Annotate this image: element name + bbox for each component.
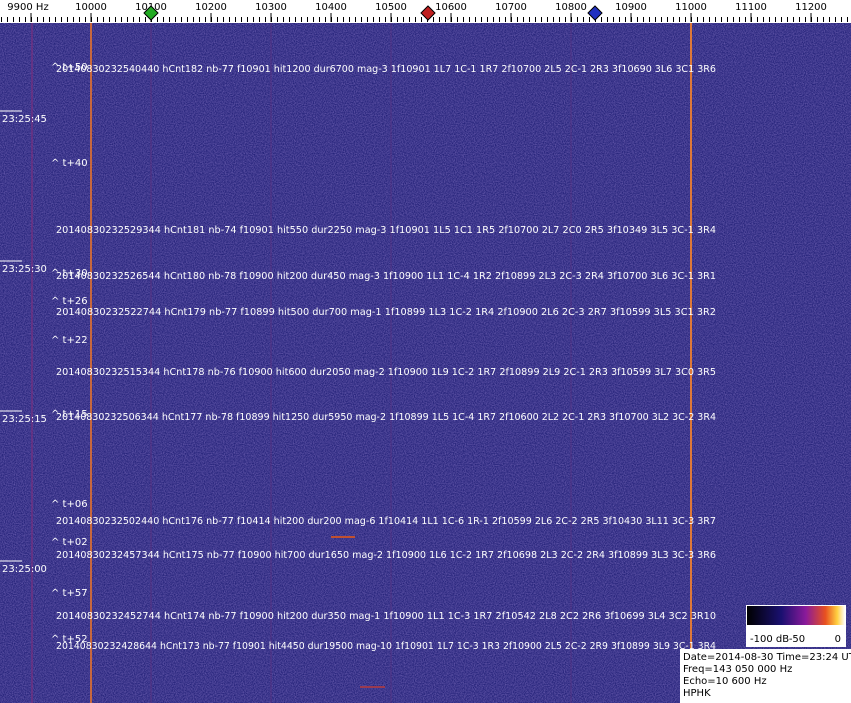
colorbar: -100 dB -50 0 xyxy=(746,605,846,647)
event-line: 20140830232428644 hCnt173 nb-77 f10901 h… xyxy=(56,641,716,652)
tick-label: 10400 xyxy=(315,2,347,13)
tick-label: 10600 xyxy=(435,2,467,13)
event-line: 20140830232515344 hCnt178 nb-76 f10900 h… xyxy=(56,367,716,378)
tick-label: 11200 xyxy=(795,2,827,13)
tick-label: 10000 xyxy=(75,2,107,13)
info-line: Date=2014-08-30 Time=23:24 UTC xyxy=(683,652,851,663)
info-line: HPHK xyxy=(683,688,711,699)
offset-label: ^ t+57 xyxy=(51,588,88,599)
annotations: 23:25:45 23:25:30 23:25:15 23:25:00 ^ t+50 ^ … xyxy=(0,62,716,652)
tick-label: 10800 xyxy=(555,2,587,13)
tick-label: 11000 xyxy=(675,2,707,13)
time-label: 23:25:30 xyxy=(2,264,47,275)
waterfall-noise xyxy=(0,23,851,703)
offset-label: ^ t+06 xyxy=(51,499,88,510)
colorbar-label: -50 xyxy=(789,634,805,645)
offset-label: ^ t+30 xyxy=(51,268,88,279)
event-line: 20140830232540440 hCnt182 nb-77 f10901 h… xyxy=(56,64,716,75)
event-line: 20140830232529344 hCnt181 nb-74 f10901 h… xyxy=(56,225,716,236)
offset-label: ^ t+50 xyxy=(51,62,88,73)
colorbar-label: -100 dB xyxy=(750,634,789,645)
offset-label: ^ t+02 xyxy=(51,537,88,548)
offset-label: ^ t+15 xyxy=(51,409,88,420)
frequency-markers xyxy=(143,5,603,21)
tick-label: 10900 xyxy=(615,2,647,13)
tick-label: 10500 xyxy=(375,2,407,13)
minor-ticks xyxy=(0,17,851,22)
signal-traces xyxy=(31,23,692,703)
tick-label: 10200 xyxy=(195,2,227,13)
tick-label: 11100 xyxy=(735,2,767,13)
event-line: 20140830232526544 hCnt180 nb-78 f10900 h… xyxy=(56,271,716,282)
event-line: 20140830232502440 hCnt176 nb-77 f10414 h… xyxy=(56,516,716,527)
time-label: 23:25:00 xyxy=(2,564,47,575)
info-box xyxy=(680,649,851,703)
event-line: 20140830232506344 hCnt177 nb-78 f10899 h… xyxy=(56,412,716,423)
colorbar-label: 0 xyxy=(835,634,841,645)
event-line: 20140830232452744 hCnt174 nb-77 f10900 h… xyxy=(56,611,716,622)
time-label: 23:25:45 xyxy=(2,114,47,125)
offset-label: ^ t+26 xyxy=(51,296,88,307)
tick-label: 10700 xyxy=(495,2,527,13)
offset-label: ^ t+40 xyxy=(51,158,88,169)
time-label: 23:25:15 xyxy=(2,414,47,425)
info-line: Echo=10 600 Hz xyxy=(683,676,767,687)
event-line: 20140830232522744 hCnt179 nb-77 f10899 h… xyxy=(56,307,716,318)
offset-label: ^ t+52 xyxy=(51,634,88,645)
event-line: 20140830232457344 hCnt175 nb-77 f10900 h… xyxy=(56,550,716,561)
offset-label: ^ t+22 xyxy=(51,335,88,346)
tick-label: 10300 xyxy=(255,2,287,13)
info-line: Freq=143 050 000 Hz xyxy=(683,664,792,675)
tick-label: 9900 Hz xyxy=(7,2,48,13)
frequency-ticks: 9900 Hz100001010010200103001040010500106… xyxy=(7,2,827,22)
